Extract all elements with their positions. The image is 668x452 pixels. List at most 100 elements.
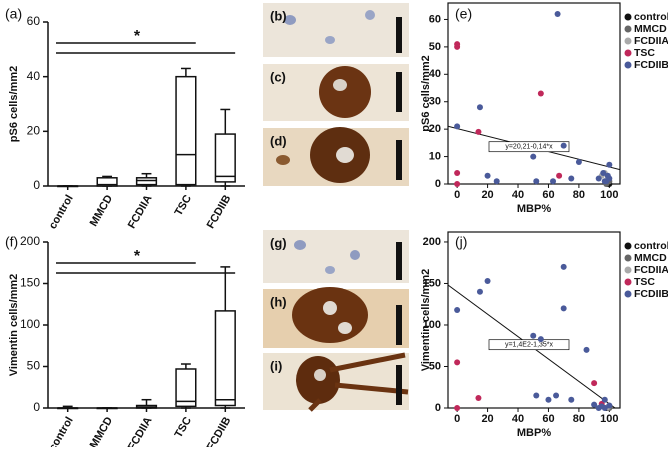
x-tick-label: TSC bbox=[173, 193, 194, 218]
y-tick-label: 40 bbox=[27, 69, 41, 83]
legend-label: FCDIIA bbox=[634, 35, 668, 47]
y-tick-label: 60 bbox=[429, 13, 441, 25]
fit-label: y=20,21-0,14*x bbox=[505, 144, 553, 151]
plot-frame bbox=[447, 2, 621, 185]
x-tick-label: 20 bbox=[481, 413, 493, 425]
x-tick-label: FCDIIB bbox=[205, 415, 234, 447]
point bbox=[475, 395, 482, 402]
point bbox=[553, 392, 560, 399]
y-tick-label: 20 bbox=[429, 123, 441, 135]
box bbox=[214, 310, 236, 407]
legend-label: TSC bbox=[634, 47, 655, 59]
cell bbox=[319, 66, 371, 118]
point bbox=[575, 159, 582, 166]
point bbox=[560, 142, 567, 149]
point bbox=[545, 396, 552, 403]
y-tick-label: 30 bbox=[429, 96, 441, 108]
point bbox=[591, 401, 598, 408]
plot-frame bbox=[447, 231, 621, 409]
point bbox=[454, 170, 461, 177]
micrograph bbox=[263, 230, 409, 283]
y-tick-label: 100 bbox=[20, 317, 40, 331]
point bbox=[560, 305, 567, 312]
micrograph bbox=[263, 3, 409, 57]
point bbox=[595, 405, 602, 411]
point bbox=[601, 405, 608, 411]
nucleus bbox=[336, 147, 354, 163]
cell bbox=[284, 15, 296, 25]
y-axis-title: pS6 cells/mm2 bbox=[420, 55, 432, 131]
cell bbox=[276, 155, 290, 165]
cell bbox=[350, 250, 360, 260]
point bbox=[475, 128, 482, 135]
legend-marker bbox=[624, 49, 632, 57]
nucleus bbox=[323, 301, 337, 315]
point bbox=[556, 172, 563, 179]
panel-label: (h) bbox=[270, 294, 287, 309]
x-tick-label: 0 bbox=[454, 189, 460, 201]
x-tick-label: 80 bbox=[573, 413, 585, 425]
point bbox=[537, 336, 544, 343]
legend-label: MMCD bbox=[634, 23, 667, 35]
process bbox=[308, 352, 409, 412]
x-tick-label: MMCD bbox=[88, 415, 116, 447]
legend-marker bbox=[624, 266, 632, 274]
point bbox=[484, 172, 491, 179]
x-tick-label: 100 bbox=[600, 413, 618, 425]
point bbox=[454, 307, 461, 314]
y-tick-label: 10 bbox=[429, 150, 441, 162]
legend-marker bbox=[624, 290, 632, 298]
panel-label: (c) bbox=[270, 69, 286, 84]
x-tick-label: 60 bbox=[542, 413, 554, 425]
nucleus bbox=[314, 369, 326, 381]
point bbox=[530, 332, 537, 339]
point bbox=[591, 380, 598, 387]
point bbox=[568, 396, 575, 403]
panel-label: (a) bbox=[5, 6, 22, 22]
y-tick-label: 200 bbox=[20, 234, 40, 248]
x-tick-label: 100 bbox=[600, 189, 618, 201]
point bbox=[560, 263, 567, 270]
point bbox=[493, 178, 500, 185]
x-tick-label: control bbox=[47, 415, 76, 447]
y-axis-title: Vimentin cells/mm2 bbox=[8, 274, 20, 377]
x-tick-label: 0 bbox=[454, 413, 460, 425]
point bbox=[604, 172, 611, 179]
nucleus bbox=[333, 79, 347, 91]
y-tick-label: 100 bbox=[423, 319, 441, 331]
legend-label: control bbox=[634, 240, 668, 252]
legend-label: FCDIIA bbox=[634, 264, 668, 276]
y-tick-label: 200 bbox=[423, 236, 441, 248]
legend-marker bbox=[624, 242, 632, 250]
cell bbox=[325, 266, 335, 274]
box bbox=[96, 177, 118, 187]
y-tick-label: 150 bbox=[20, 276, 40, 290]
x-tick-label: 20 bbox=[481, 189, 493, 201]
legend-marker bbox=[624, 61, 632, 69]
point bbox=[476, 288, 483, 295]
scale-bar bbox=[396, 72, 402, 112]
x-tick-label: FCDIIA bbox=[126, 415, 155, 447]
point bbox=[530, 153, 537, 160]
legend-label: TSC bbox=[634, 276, 655, 288]
significance-star: * bbox=[134, 248, 141, 265]
cell bbox=[365, 10, 375, 20]
point bbox=[606, 161, 613, 168]
point bbox=[600, 170, 607, 177]
panel-label: (b) bbox=[270, 8, 287, 23]
legend-marker bbox=[624, 278, 632, 286]
y-tick-label: 0 bbox=[33, 400, 40, 414]
y-axis-title: pS6 cells/mm2 bbox=[8, 66, 20, 142]
x-axis-title: MBP% bbox=[517, 203, 551, 215]
legend-marker bbox=[624, 25, 632, 33]
x-tick-label: 80 bbox=[573, 189, 585, 201]
x-tick-label: 40 bbox=[512, 189, 524, 201]
point bbox=[533, 178, 540, 185]
nucleus bbox=[338, 322, 352, 334]
point bbox=[568, 175, 575, 182]
cell bbox=[294, 240, 306, 250]
y-tick-label: 40 bbox=[429, 68, 441, 80]
x-tick-label: MMCD bbox=[88, 193, 116, 229]
micrographs bbox=[263, 3, 409, 412]
